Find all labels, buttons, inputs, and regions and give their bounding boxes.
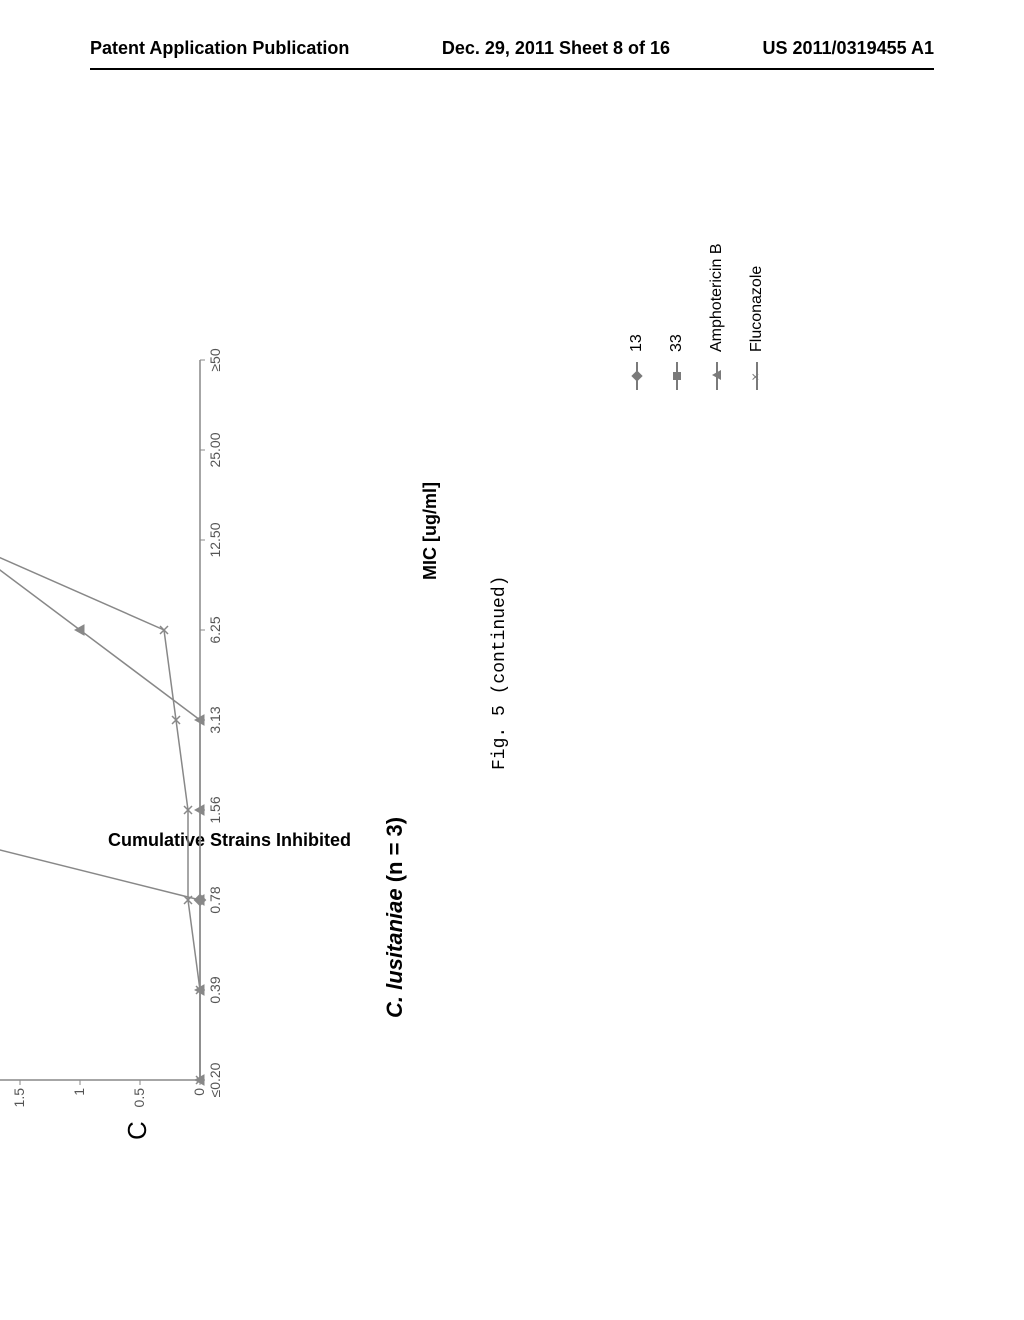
x-tick: ≤0.20: [207, 1062, 223, 1097]
markers-13: [0, 354, 206, 905]
series-fluconazole: [0, 360, 200, 1080]
markers-ampho: [0, 355, 204, 1085]
x-tick: ≥50: [207, 348, 223, 371]
series-13: [0, 360, 200, 900]
x-tick: 0.39: [207, 976, 223, 1003]
y-tick: 1: [71, 1088, 87, 1096]
y-tick: 1.5: [11, 1088, 27, 1108]
chart-plot: 0 0.5 1 1.5 2 2.5 3 3.5 ≤0.20 0.39 0.78 …: [0, 0, 1024, 1320]
markers-fluco: [0, 356, 204, 1084]
x-tick: 25.00: [207, 432, 223, 467]
y-tick: 0: [191, 1088, 207, 1096]
y-tick: 0.5: [131, 1088, 147, 1108]
x-tick: 3.13: [207, 706, 223, 733]
x-tick: 6.25: [207, 616, 223, 643]
series-amphotericin: [0, 360, 200, 1080]
x-tick: 0.78: [207, 886, 223, 913]
x-tick: 12.50: [207, 522, 223, 557]
x-tick: 1.56: [207, 796, 223, 823]
